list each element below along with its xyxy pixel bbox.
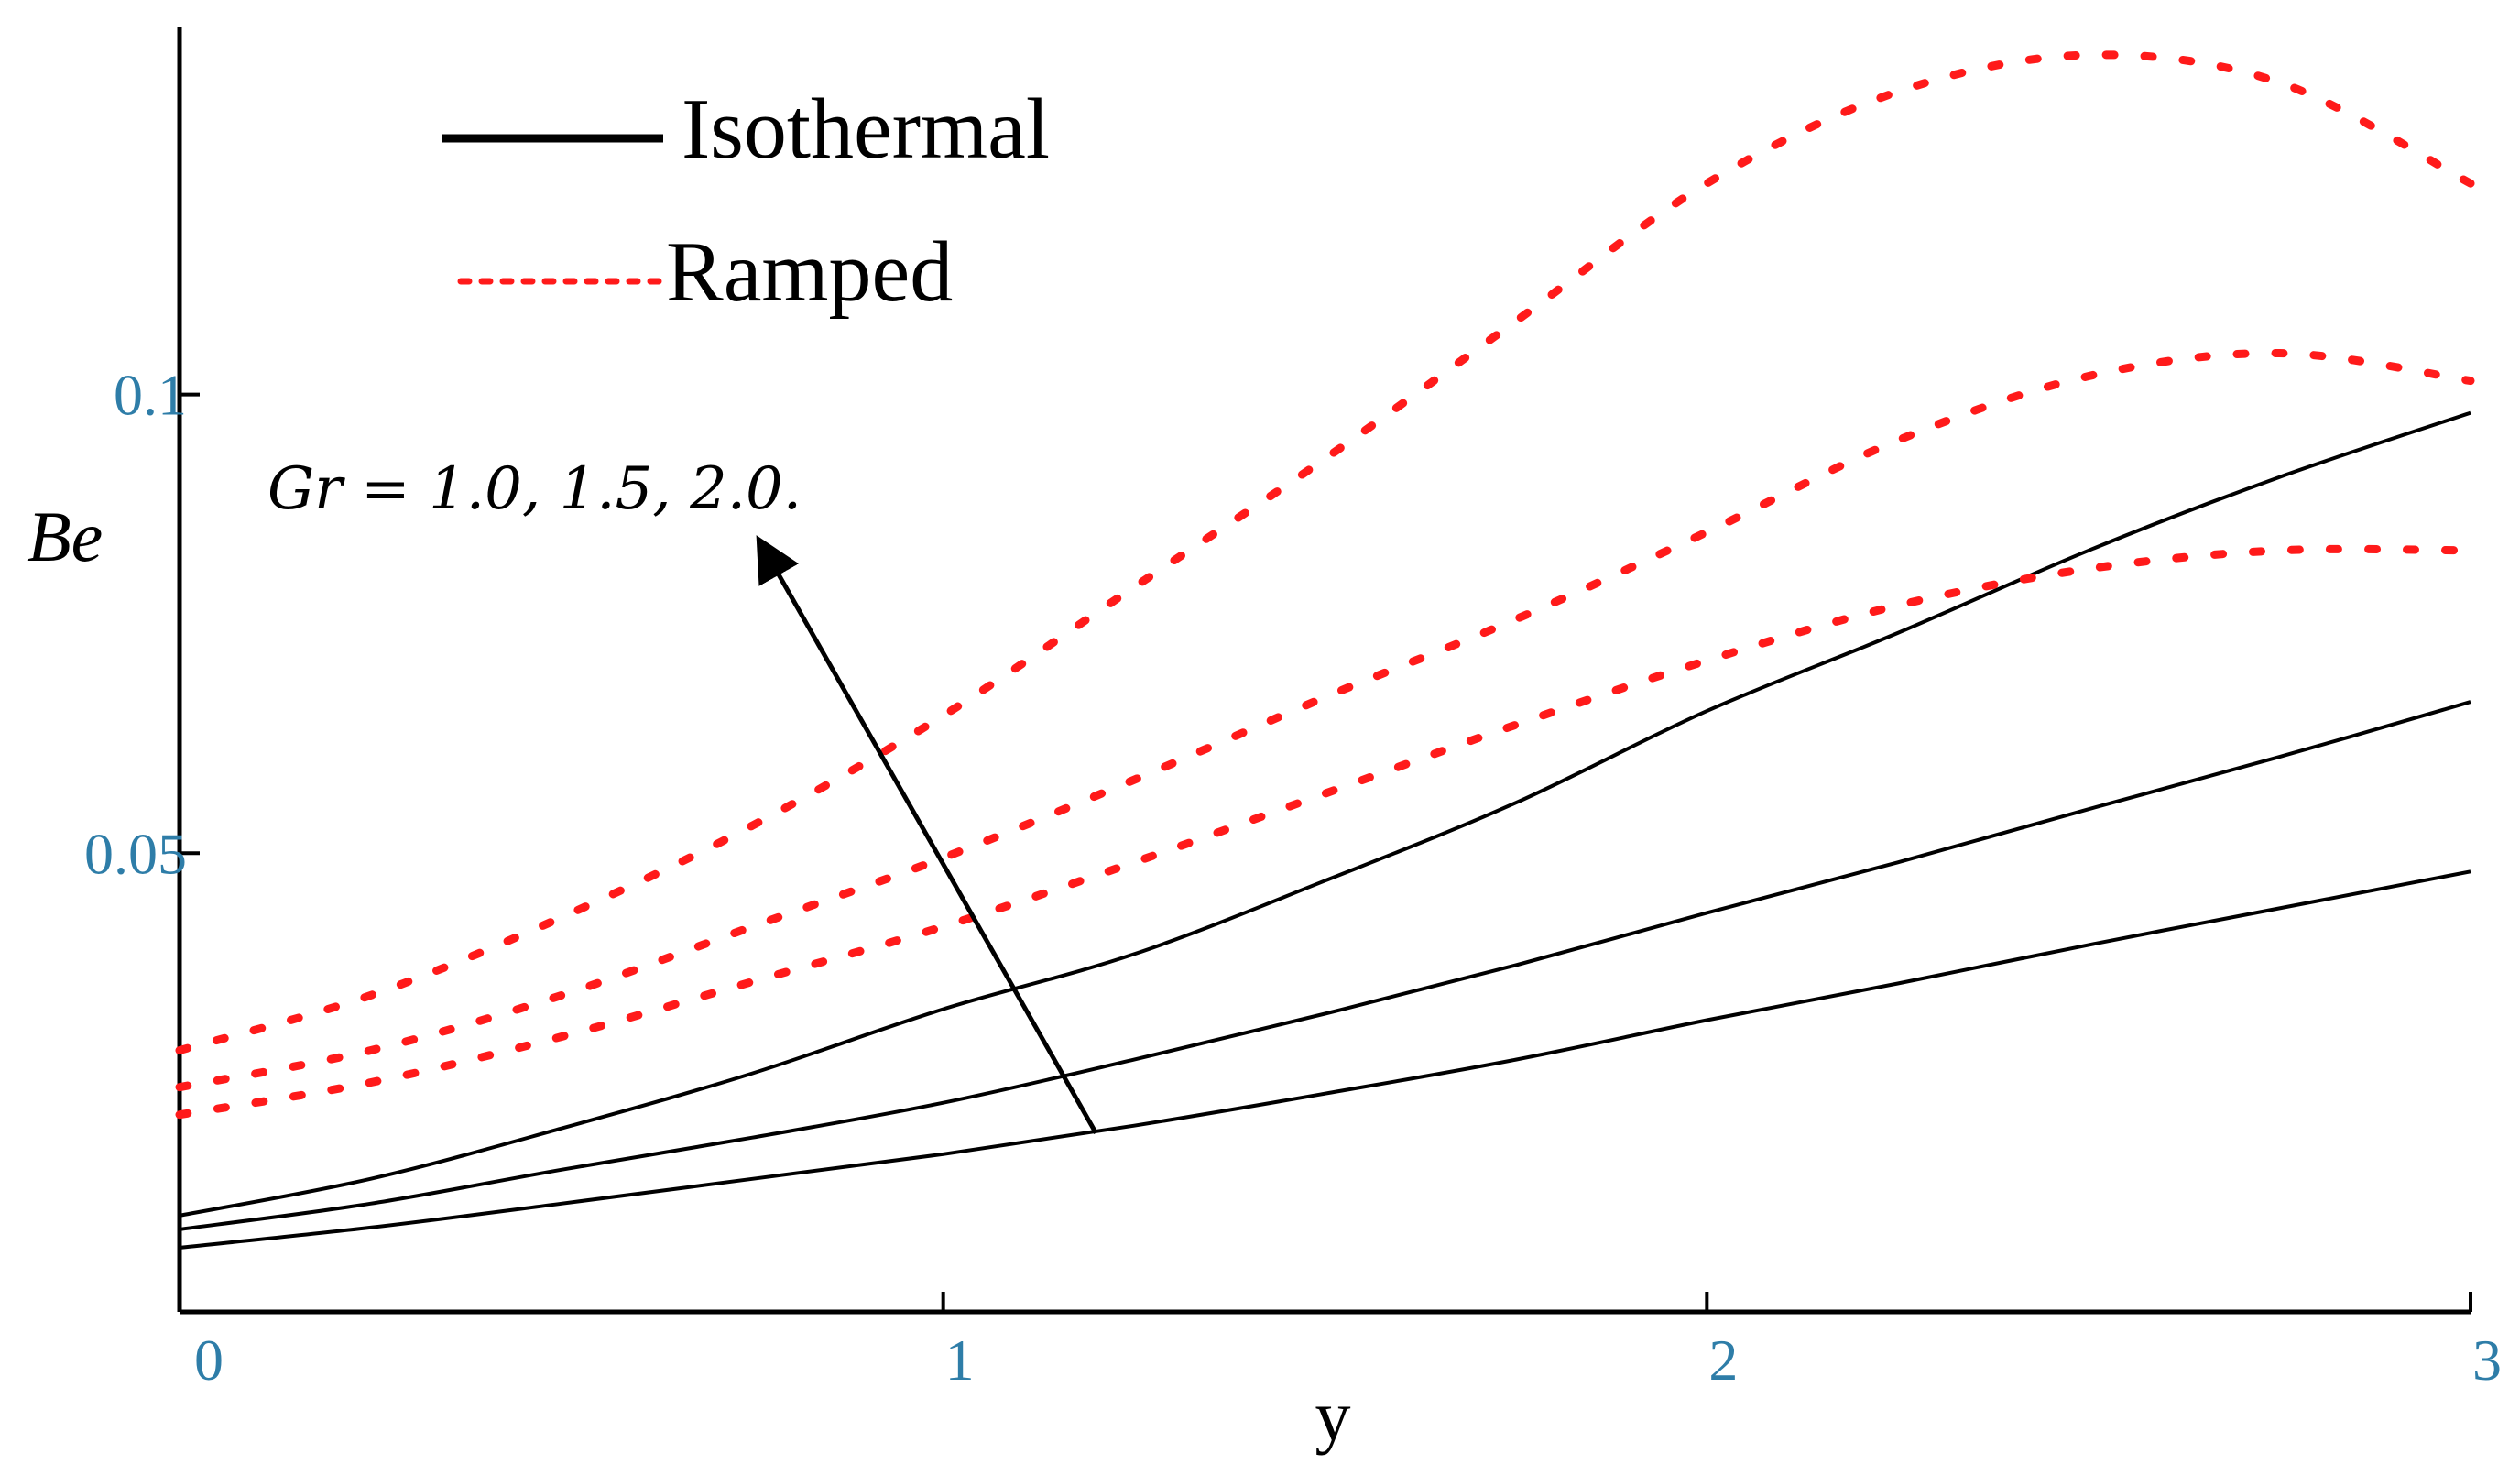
x-tick-label-1: 1 xyxy=(945,1327,975,1393)
series-layer xyxy=(175,50,2475,1250)
legend-ramped-label: Ramped xyxy=(666,224,953,320)
x-tick-label-3: 3 xyxy=(2472,1327,2502,1393)
y-tick-label-1: 0.1 xyxy=(114,363,187,428)
series-line-0 xyxy=(179,869,2471,1250)
series-line-4 xyxy=(175,348,2475,1092)
x-axis-label: y xyxy=(1315,1376,1351,1456)
y-axis-label: Be xyxy=(27,497,103,576)
legend: Isothermal Ramped xyxy=(442,82,1050,320)
annotation-arrow xyxy=(756,535,1098,1134)
series-line-2 xyxy=(179,410,2471,1218)
series-line-3 xyxy=(175,544,2475,1120)
legend-isothermal-label: Isothermal xyxy=(682,82,1050,177)
annotation-text: Gr = 1.0, 1.5, 2.0. xyxy=(267,455,802,523)
series-line-5 xyxy=(175,50,2475,1055)
x-ticks: 0 1 2 3 xyxy=(178,1292,2502,1393)
x-tick-label-0: 0 xyxy=(194,1327,224,1393)
x-tick-label-2: 2 xyxy=(1708,1327,1738,1393)
series-line-1 xyxy=(179,700,2471,1231)
y-tick-label-0: 0.05 xyxy=(84,821,187,886)
y-ticks: 0.05 0.1 xyxy=(84,363,200,886)
